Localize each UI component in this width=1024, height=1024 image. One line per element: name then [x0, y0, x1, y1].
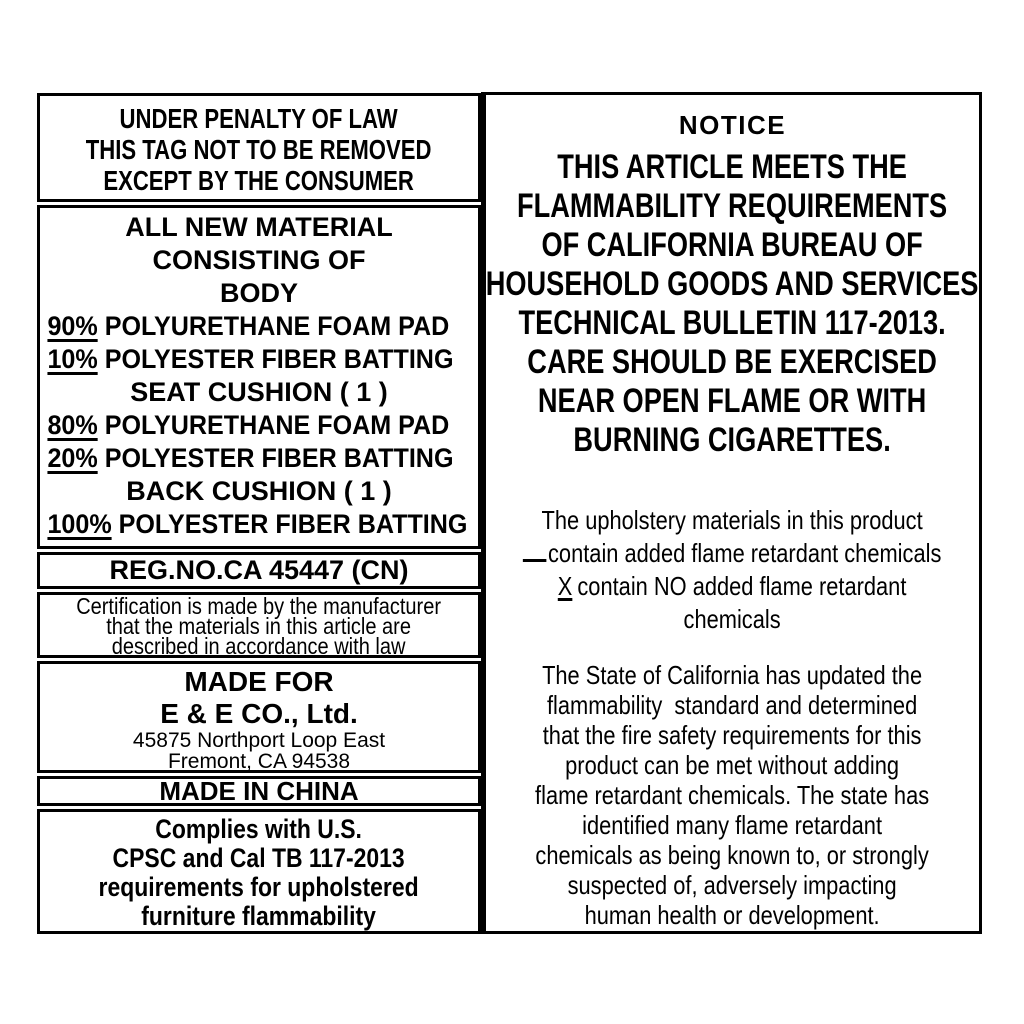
materials-heading-line: ALL NEW MATERIAL	[125, 212, 393, 242]
material-row: 20% POLYESTER FIBER BATTING	[40, 442, 453, 475]
blank-checkline	[523, 541, 547, 562]
address-line: 45875 Northport Loop East	[132, 729, 386, 752]
state-update-line: The State of California has updated the	[542, 660, 923, 690]
notice-line: NEAR OPEN FLAME OR WITH	[538, 382, 927, 420]
reg-number: REG.NO.CA 45447 (CN)	[109, 555, 409, 585]
state-update-line: suspected of, adversely impacting	[568, 870, 897, 900]
material-row: 90% POLYURETHANE FOAM PAD	[40, 310, 450, 343]
state-update-line: flame retardant chemicals. The state has	[535, 780, 930, 810]
material-percentage: 80%	[47, 410, 98, 441]
made-for-section: MADE FOR E & E CO., Ltd. 45875 Northport…	[37, 661, 481, 773]
notice-statement: THIS ARTICLE MEETS THE FLAMMABILITY REQU…	[486, 148, 979, 460]
notice-line: BURNING CIGARETTES.	[573, 421, 892, 459]
penalty-line: THIS TAG NOT TO BE REMOVED	[86, 134, 432, 165]
state-update-line: that the fire safety requirements for th…	[543, 720, 922, 750]
state-update-line: chemicals as being known to, or strongly	[535, 840, 930, 870]
material-row: 100% POLYESTER FIBER BATTING	[40, 508, 467, 541]
cushion-label: BACK CUSHION ( 1 )	[126, 476, 392, 506]
contain-option-line: contain added flame retardant chemicals	[486, 537, 979, 570]
material-name: POLYURETHANE FOAM PAD	[104, 410, 450, 440]
material-name: POLYESTER FIBER BATTING	[104, 344, 454, 374]
materials-heading-line: BODY	[219, 278, 298, 308]
compliance-line: furniture flammability	[141, 901, 377, 931]
origin-section: MADE IN CHINA	[37, 776, 481, 806]
flame-retardant-statement: The upholstery materials in this product…	[486, 504, 979, 636]
certification-line: described in accordance with law	[112, 633, 406, 658]
retardant-tail: chemicals	[683, 604, 782, 634]
law-label-left-panel: UNDER PENALTY OF LAW THIS TAG NOT TO BE …	[37, 93, 481, 934]
certification-line: Certification is made by the manufacture…	[76, 593, 442, 619]
retardant-intro: The upholstery materials in this product	[541, 505, 924, 535]
address-line: Fremont, CA 94538	[167, 750, 351, 773]
state-update-line: product can be met without adding	[565, 750, 900, 780]
penalty-line: UNDER PENALTY OF LAW	[119, 103, 399, 134]
notice-panel: NOTICE THIS ARTICLE MEETS THE FLAMMABILI…	[481, 92, 982, 934]
compliance-section: Complies with U.S. CPSC and Cal TB 117-2…	[37, 809, 481, 934]
company-name: E & E CO., Ltd.	[160, 698, 358, 729]
material-row: 80% POLYURETHANE FOAM PAD	[40, 409, 450, 442]
notice-line: TECHNICAL BULLETIN 117-2013.	[518, 304, 947, 342]
notice-line: CARE SHOULD BE EXERCISED	[527, 343, 938, 381]
material-percentage: 10%	[47, 344, 98, 375]
state-update-statement: The State of California has updated the …	[486, 660, 979, 930]
notice-line: HOUSEHOLD GOODS AND SERVICES	[486, 265, 979, 303]
cushion-label: SEAT CUSHION ( 1 )	[130, 377, 388, 407]
materials-section: ALL NEW MATERIAL CONSISTING OF BODY 90% …	[37, 205, 481, 549]
origin-label: MADE IN CHINA	[159, 776, 359, 806]
material-name: POLYESTER FIBER BATTING	[118, 509, 468, 539]
registration-section: REG.NO.CA 45447 (CN)	[37, 552, 481, 589]
penalty-text: UNDER PENALTY OF LAW THIS TAG NOT TO BE …	[40, 103, 478, 196]
compliance-text: Complies with U.S. CPSC and Cal TB 117-2…	[40, 814, 478, 931]
no-contain-option: contain NO added flame retardant	[577, 571, 907, 601]
material-name: POLYURETHANE FOAM PAD	[104, 311, 450, 341]
materials-heading-line: CONSISTING OF	[152, 245, 366, 275]
material-row: 10% POLYESTER FIBER BATTING	[40, 343, 453, 376]
compliance-line: requirements for upholstered	[98, 872, 420, 902]
penalty-section: UNDER PENALTY OF LAW THIS TAG NOT TO BE …	[37, 93, 481, 202]
state-update-line: flammability standard and determined	[547, 690, 918, 720]
material-percentage: 100%	[47, 509, 112, 540]
certification-section: Certification is made by the manufacture…	[37, 592, 481, 658]
made-for-title: MADE FOR	[184, 666, 334, 697]
compliance-line: CPSC and Cal TB 117-2013	[112, 843, 406, 873]
material-percentage: 20%	[47, 443, 98, 474]
certification-text: Certification is made by the manufacture…	[40, 593, 478, 658]
x-mark: X	[558, 571, 573, 601]
notice-line: THIS ARTICLE MEETS THE	[557, 148, 908, 186]
penalty-line: EXCEPT BY THE CONSUMER	[103, 165, 415, 196]
material-name: POLYESTER FIBER BATTING	[104, 443, 454, 473]
notice-line: OF CALIFORNIA BUREAU OF	[541, 226, 924, 264]
notice-line: FLAMMABILITY REQUIREMENTS	[517, 187, 948, 225]
compliance-line: Complies with U.S.	[155, 814, 363, 844]
material-percentage: 90%	[47, 311, 98, 342]
certification-line: that the materials in this article are	[106, 613, 412, 639]
contain-option: contain added flame retardant chemicals	[548, 538, 942, 568]
notice-title: NOTICE	[678, 110, 787, 140]
state-update-line: human health or development.	[584, 900, 881, 930]
state-update-line: identified many flame retardant	[582, 810, 883, 840]
